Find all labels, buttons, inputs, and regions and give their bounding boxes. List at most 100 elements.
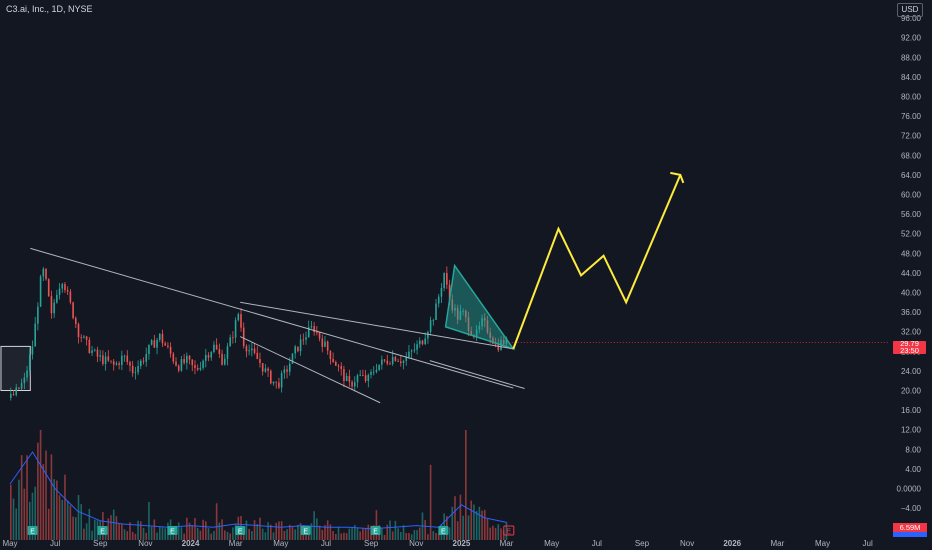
y-tick-label: 56.00: [901, 210, 922, 219]
candle-body: [75, 318, 77, 324]
volume-bar: [58, 495, 61, 540]
volume-bar: [343, 532, 345, 540]
earnings-marker: [370, 526, 381, 535]
volume-bar: [351, 527, 353, 540]
candle-body: [99, 355, 101, 357]
volume-bar: [96, 520, 99, 540]
candle-body: [324, 341, 326, 347]
candle-body: [53, 302, 55, 314]
x-tick-label: Nov: [409, 539, 423, 548]
x-tick-label: Jul: [321, 539, 331, 548]
candle-body: [37, 306, 39, 324]
volume-bar: [85, 523, 88, 540]
volume-bar: [359, 531, 361, 540]
volume-bar: [481, 510, 483, 540]
volume-bar: [470, 500, 473, 540]
candle-body: [451, 299, 454, 311]
volume-bar: [348, 528, 351, 540]
candle-body: [467, 317, 470, 332]
candle-body: [45, 268, 47, 280]
volume-bar: [473, 504, 475, 540]
candle-body: [69, 291, 72, 303]
candle-body: [194, 365, 196, 368]
candle-body: [318, 332, 321, 339]
candle-body: [104, 356, 107, 364]
candle-body: [66, 290, 69, 292]
volume-bar: [391, 531, 394, 540]
currency-button[interactable]: USD: [897, 3, 923, 17]
volume-bar: [215, 503, 218, 540]
candle-body: [129, 362, 131, 366]
candle-body: [394, 356, 397, 361]
volume-bar: [153, 519, 156, 540]
candle-body: [232, 337, 234, 339]
candle-body: [270, 370, 272, 384]
candle-body: [489, 332, 491, 338]
candle-body: [172, 353, 175, 362]
volume-bar: [253, 520, 256, 540]
candle-body: [389, 363, 391, 365]
candle-body: [497, 344, 500, 350]
candle-body: [83, 336, 85, 338]
volume-bar: [332, 531, 334, 540]
candle-body: [58, 288, 61, 295]
volume-bar: [429, 464, 432, 540]
candle-body: [134, 372, 137, 374]
volume-bar: [10, 484, 12, 540]
volume-bar: [259, 517, 261, 540]
candle-body: [110, 360, 112, 362]
earnings-marker-label: E: [373, 529, 378, 536]
volume-bar: [202, 519, 204, 540]
volume-bar: [299, 523, 302, 540]
y-tick-label: 44.00: [901, 269, 922, 278]
volume-bar: [324, 525, 326, 540]
volume-bar: [486, 518, 489, 540]
candle-body: [418, 340, 421, 345]
candle-body: [275, 381, 278, 383]
volume-bar: [494, 527, 497, 540]
earnings-marker: [503, 525, 515, 536]
volume-bar: [367, 524, 370, 540]
volume-bar: [12, 498, 15, 540]
candle-body: [112, 361, 115, 365]
volume-bar: [478, 506, 481, 540]
candle-body: [456, 307, 459, 320]
candle-body: [340, 366, 343, 370]
candle-body: [378, 364, 380, 370]
y-tick-label: 40.00: [901, 289, 922, 298]
candle-body: [199, 367, 202, 370]
candle-body: [177, 365, 180, 371]
candle-body: [161, 333, 164, 344]
candle-body: [131, 365, 134, 374]
candle-body: [221, 353, 223, 365]
candle-body: [335, 361, 337, 366]
volume-bar: [291, 527, 294, 540]
candle-body: [251, 348, 253, 351]
candle-body: [242, 327, 245, 347]
candle-body: [370, 371, 372, 375]
candle-body: [150, 340, 153, 345]
volume-bar: [207, 528, 210, 540]
volume-bar: [134, 533, 137, 540]
volume-bar: [75, 517, 77, 540]
volume-bar: [500, 528, 502, 540]
candle-body: [410, 350, 413, 352]
volume-bar: [408, 532, 410, 540]
y-tick-label: 20.00: [901, 387, 922, 396]
candle-body: [408, 351, 410, 358]
volume-bar: [69, 505, 72, 540]
candle-body: [115, 363, 118, 365]
earnings-marker-label: E: [303, 529, 308, 536]
candle-body: [299, 339, 302, 352]
candle-body: [332, 358, 334, 362]
volume-bar: [261, 528, 264, 540]
candle-body: [437, 296, 440, 304]
volume-bar: [310, 523, 313, 540]
candle-body: [478, 326, 481, 330]
y-tick-label: 92.00: [901, 34, 922, 43]
candle-body: [183, 359, 185, 363]
volume-bar: [492, 525, 494, 540]
candle-body: [353, 382, 356, 387]
candle-body: [329, 350, 332, 359]
